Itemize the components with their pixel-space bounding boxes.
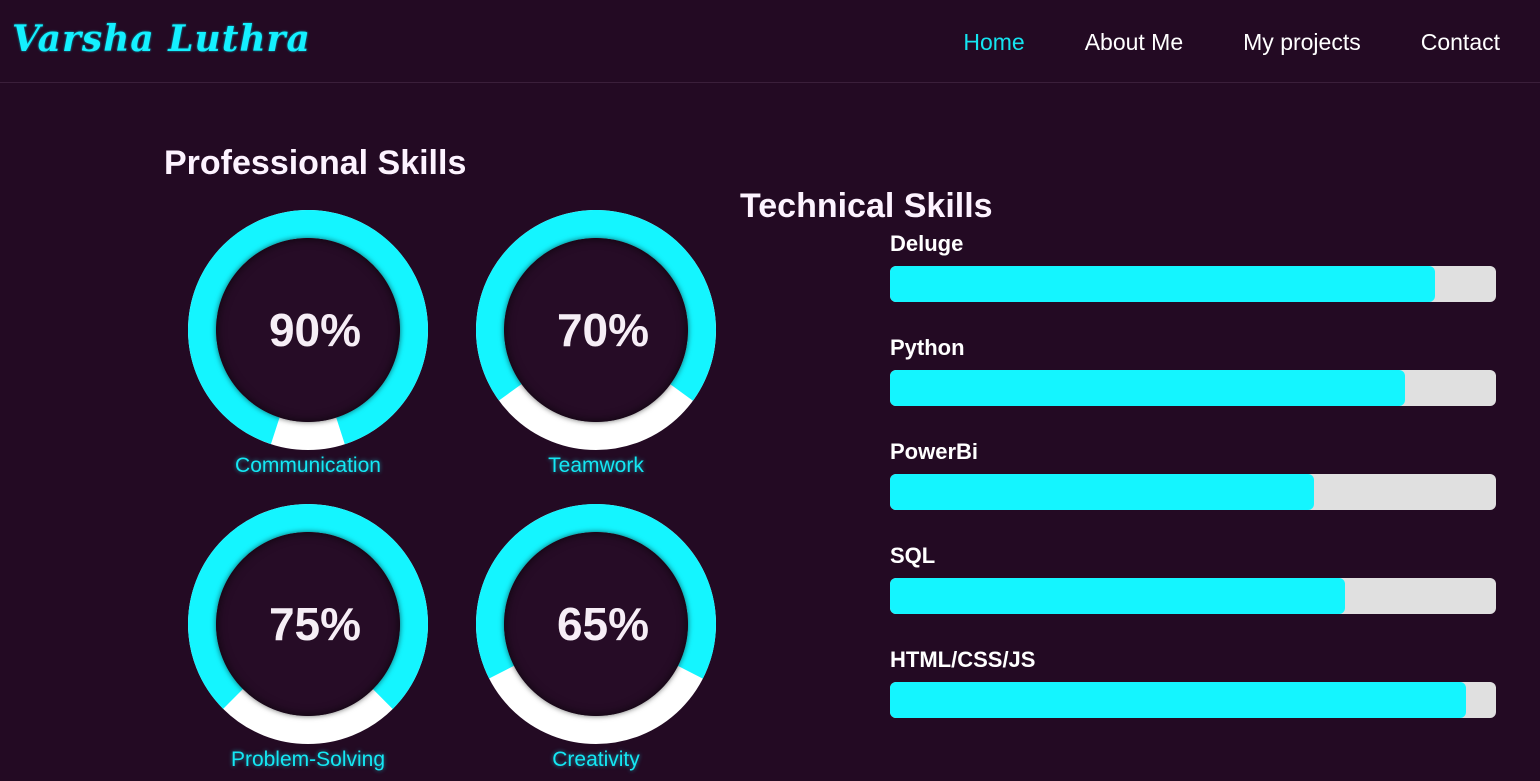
bar-fill <box>890 266 1436 302</box>
tech-skill-python: Python <box>890 334 1496 406</box>
ring-progress <box>476 504 716 744</box>
tech-skill-label: HTML/CSS/JS <box>890 647 1036 672</box>
skill-percent: 65% <box>556 598 650 650</box>
skill-percent: 75% <box>268 598 362 650</box>
tech-skill-label: SQL <box>890 543 936 568</box>
nav-projects-link[interactable]: My projects <box>1243 29 1361 55</box>
skill-circle-communication: 90% Communication <box>188 210 428 477</box>
tech-skill-label: PowerBi <box>890 439 979 464</box>
skill-percent: 70% <box>556 304 650 356</box>
skill-percent: 90% <box>268 304 362 356</box>
bar-track <box>890 370 1496 406</box>
tech-skill-label: Python <box>890 335 965 360</box>
skill-circle-creativity: 65% Creativity <box>476 504 716 771</box>
ring-progress <box>476 210 716 450</box>
circle-center: 65% <box>504 532 688 716</box>
ring-progress <box>188 210 428 450</box>
circle-center: 70% <box>504 238 688 422</box>
skill-label: Creativity <box>552 748 640 771</box>
skill-circle-teamwork: 70% Teamwork <box>476 210 716 477</box>
tech-skill-sql: SQL <box>890 542 1496 614</box>
bar-fill <box>890 370 1406 406</box>
circle-center: 75% <box>216 532 400 716</box>
bar-track <box>890 266 1496 302</box>
tech-skill-label: Deluge <box>890 231 964 256</box>
ring-progress <box>188 504 428 744</box>
site-logo[interactable]: Varsha Luthra <box>12 18 311 60</box>
progress-ring <box>476 504 716 744</box>
progress-ring <box>476 210 716 450</box>
tech-skill-powerbi: PowerBi <box>890 438 1496 510</box>
nav-home-link[interactable]: Home <box>963 29 1025 55</box>
nav-contact-link[interactable]: Contact <box>1420 29 1500 55</box>
skill-label: Problem-Solving <box>230 748 386 771</box>
header: Varsha Luthra Home About Me My projects … <box>0 0 1540 83</box>
bar-track <box>890 578 1496 614</box>
tech-skill-deluge: Deluge <box>890 230 1496 302</box>
professional-skills-heading: Professional Skills <box>164 144 467 182</box>
skill-circle-problem-solving: 75% Problem-Solving <box>188 504 428 771</box>
progress-ring <box>188 504 428 744</box>
tech-skill-html-css-js: HTML/CSS/JS <box>890 646 1496 718</box>
bar-fill <box>890 578 1345 614</box>
technical-skills-heading: Technical Skills <box>740 187 993 225</box>
bar-track <box>890 474 1496 510</box>
nav-about-link[interactable]: About Me <box>1084 29 1184 55</box>
skill-label: Communication <box>235 454 381 477</box>
bar-track <box>890 682 1496 718</box>
progress-ring <box>188 210 428 450</box>
circle-center: 90% <box>216 238 400 422</box>
skill-label: Teamwork <box>548 454 644 477</box>
bar-fill <box>890 682 1466 718</box>
main-nav: Home About Me My projects Contact <box>963 28 1500 56</box>
bar-fill <box>890 474 1315 510</box>
